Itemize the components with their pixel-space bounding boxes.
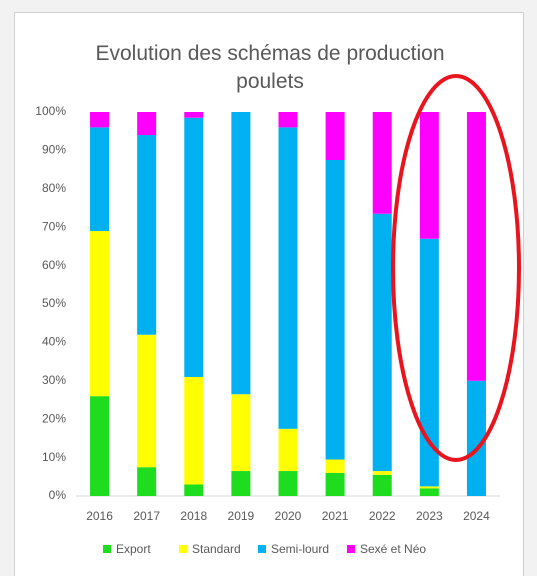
- legend-label: Standard: [192, 542, 241, 556]
- bar-segment: [137, 112, 157, 136]
- chart-title: Evolution des schémas de production poul…: [95, 42, 445, 93]
- bar-segment: [184, 376, 204, 485]
- y-tick-label: 90%: [42, 143, 66, 157]
- y-tick-label: 50%: [42, 296, 66, 310]
- legend-label: Sexé et Néo: [360, 542, 426, 556]
- legend-label: Export: [116, 542, 151, 556]
- bar-segment: [278, 471, 298, 496]
- y-tick-label: 0%: [49, 488, 67, 502]
- bar-segment: [372, 471, 392, 475]
- y-tick-label: 80%: [42, 181, 66, 195]
- bar-segment: [231, 112, 251, 395]
- bar-segment: [90, 112, 110, 128]
- bar-segment: [325, 459, 345, 473]
- bar-segment: [372, 474, 392, 496]
- bar-segment: [419, 486, 439, 489]
- legend-marker: [347, 545, 355, 553]
- bar-segment: [278, 112, 298, 128]
- bar-segment: [419, 112, 439, 239]
- bar-segment: [90, 231, 110, 397]
- bar-segment: [184, 484, 204, 496]
- y-tick-label: 70%: [42, 219, 66, 233]
- bar-segment: [231, 471, 251, 496]
- bar-segment: [325, 112, 345, 160]
- legend-marker: [179, 545, 187, 553]
- legend-label: Semi-lourd: [271, 542, 329, 556]
- x-tick-label: 2023: [416, 509, 443, 523]
- bar-segment: [231, 394, 251, 472]
- bar-segment: [466, 380, 486, 496]
- bar-segment: [137, 334, 157, 468]
- bar-segment: [325, 160, 345, 460]
- bar-segment: [372, 112, 392, 214]
- x-tick-label: 2016: [86, 509, 113, 523]
- y-tick-label: 20%: [42, 411, 66, 425]
- y-tick-label: 30%: [42, 373, 66, 387]
- bar-segment: [278, 127, 298, 429]
- bar-segment: [466, 112, 486, 381]
- highlight-ellipse: [391, 74, 521, 462]
- bar-segment: [90, 127, 110, 232]
- bar-segment: [137, 135, 157, 335]
- x-tick-label: 2022: [369, 509, 396, 523]
- bar-segment: [278, 428, 298, 472]
- x-tick-label: 2024: [463, 509, 490, 523]
- x-tick-label: 2020: [275, 509, 302, 523]
- x-tick-label: 2017: [133, 509, 160, 523]
- y-tick-label: 100%: [35, 104, 66, 118]
- bar-segment: [325, 472, 345, 496]
- legend-marker: [258, 545, 266, 553]
- y-tick-label: 10%: [42, 450, 66, 464]
- bar-segment: [372, 213, 392, 472]
- bar-segment: [419, 238, 439, 487]
- y-tick-label: 60%: [42, 258, 66, 272]
- x-tick-label: 2018: [180, 509, 207, 523]
- bar-segment: [184, 112, 204, 118]
- y-tick-label: 40%: [42, 335, 66, 349]
- x-tick-label: 2019: [228, 509, 255, 523]
- legend-marker: [103, 545, 111, 553]
- bar-segment: [90, 396, 110, 496]
- bar-segment: [184, 117, 204, 377]
- bar-segment: [419, 488, 439, 496]
- x-tick-label: 2021: [322, 509, 349, 523]
- bar-segment: [137, 467, 157, 496]
